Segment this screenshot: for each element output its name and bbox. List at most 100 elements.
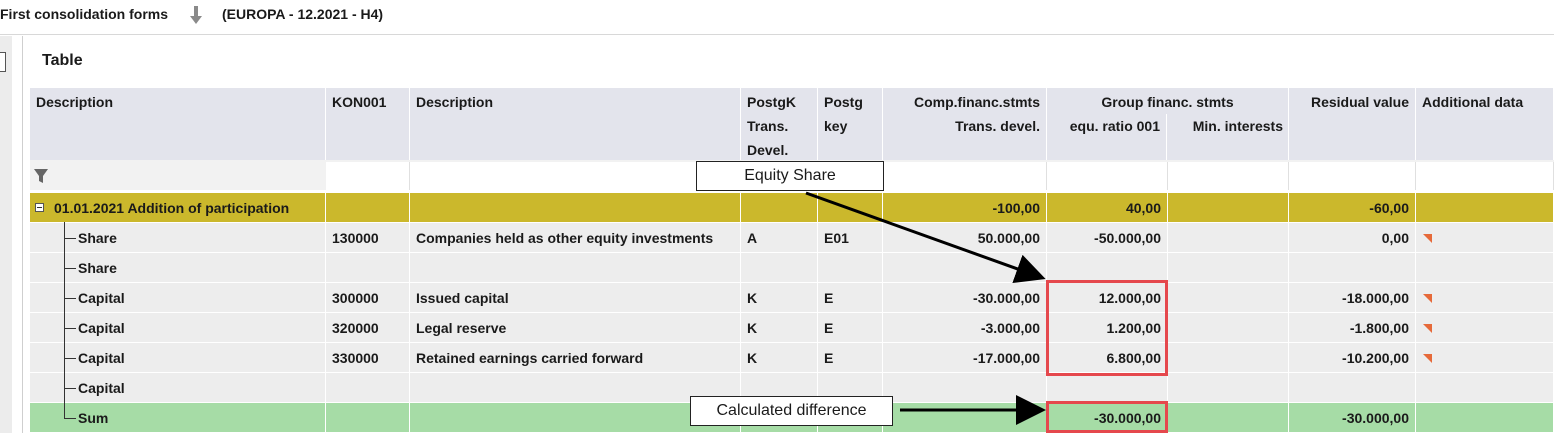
cell-min-interests xyxy=(1168,403,1289,433)
header-label: Residual value xyxy=(1310,94,1409,110)
cell-kon001 xyxy=(326,193,410,223)
cell-kon001 xyxy=(326,373,410,403)
cell-residual: -1.800,00 xyxy=(1289,313,1416,343)
cell-comp: -17.000,00 xyxy=(883,343,1047,373)
panel-toggle-button[interactable] xyxy=(0,52,6,72)
table-row[interactable]: Capital 300000 Issued capital K E -30.00… xyxy=(30,283,1554,313)
cell-additional[interactable] xyxy=(1416,283,1554,313)
flag-icon[interactable] xyxy=(1423,324,1432,333)
filter-cell[interactable] xyxy=(1168,162,1289,190)
flag-icon[interactable] xyxy=(1423,234,1432,243)
header-label: key xyxy=(824,118,848,134)
column-header-additional-data[interactable]: Additional data xyxy=(1416,88,1554,160)
column-header-postg-key[interactable]: Postg key xyxy=(818,88,883,160)
cell-residual xyxy=(1289,253,1416,283)
cell-description: 01.01.2021 Addition of participation xyxy=(30,193,326,223)
filter-cell[interactable] xyxy=(1289,162,1416,190)
cell-description-2 xyxy=(410,373,741,403)
cell-comp: -30.000,00 xyxy=(883,283,1047,313)
filter-icon[interactable] xyxy=(33,168,49,184)
cell-description: Sum xyxy=(30,403,326,433)
cell-additional xyxy=(1416,373,1554,403)
cell-kon001 xyxy=(326,253,410,283)
cell-kon001: 320000 xyxy=(326,313,410,343)
cell-description-2 xyxy=(410,193,741,223)
filter-cell[interactable] xyxy=(1047,162,1168,190)
table-row[interactable]: Share xyxy=(30,253,1554,283)
cell-additional[interactable] xyxy=(1416,223,1554,253)
cell-postgk: K xyxy=(741,313,818,343)
column-header-description-2[interactable]: Description xyxy=(410,88,741,160)
tree-connector xyxy=(64,298,76,299)
cell-postg-key: E xyxy=(818,313,883,343)
table-row-group[interactable]: 01.01.2021 Addition of participation -10… xyxy=(30,193,1554,223)
column-header-residual-value[interactable]: Residual value xyxy=(1289,88,1416,160)
arrow-down-icon[interactable] xyxy=(188,4,204,26)
cell-kon001: 300000 xyxy=(326,283,410,313)
cell-min-interests xyxy=(1168,343,1289,373)
filter-cell[interactable] xyxy=(410,162,741,190)
tree-connector xyxy=(64,358,76,359)
cell-postg-key xyxy=(818,253,883,283)
cell-comp: -100,00 xyxy=(883,193,1047,223)
tree-connector xyxy=(64,418,76,419)
filter-cell[interactable] xyxy=(883,162,1047,190)
title-bar xyxy=(0,0,1554,32)
cell-equ-ratio: -50.000,00 xyxy=(1047,223,1168,253)
cell-postg-key: E01 xyxy=(818,223,883,253)
filter-cell[interactable] xyxy=(1416,162,1554,190)
cell-min-interests xyxy=(1168,313,1289,343)
header-label: Devel. xyxy=(747,142,789,158)
cell-residual: -10.200,00 xyxy=(1289,343,1416,373)
cell-min-interests xyxy=(1168,223,1289,253)
cell-residual: -18.000,00 xyxy=(1289,283,1416,313)
tree-connector xyxy=(64,268,76,269)
header-label: Additional data xyxy=(1422,94,1524,110)
flag-icon[interactable] xyxy=(1423,354,1432,363)
table-row[interactable]: Capital 330000 Retained earnings carried… xyxy=(30,343,1554,373)
panel-title: Table xyxy=(42,52,83,69)
cell-residual: -60,00 xyxy=(1289,193,1416,223)
cell-kon001 xyxy=(326,403,410,433)
cell-description: Share xyxy=(30,223,326,253)
cell-min-interests xyxy=(1168,253,1289,283)
header-group-label: Group financ. stmts xyxy=(1101,94,1234,110)
flag-icon[interactable] xyxy=(1423,294,1432,303)
cell-equ-ratio: 1.200,00 xyxy=(1047,313,1168,343)
header-label: Comp.financ.stmts xyxy=(913,94,1040,110)
table-row[interactable]: Share 130000 Companies held as other equ… xyxy=(30,223,1554,253)
tree-connector xyxy=(64,238,76,239)
cell-residual: 0,00 xyxy=(1289,223,1416,253)
left-navigation-strip xyxy=(0,36,12,433)
cell-additional xyxy=(1416,193,1554,223)
cell-additional[interactable] xyxy=(1416,343,1554,373)
cell-comp xyxy=(883,373,1047,403)
header-label-min-interests: Min. interests xyxy=(1192,118,1283,134)
cell-postgk xyxy=(741,253,818,283)
cell-min-interests xyxy=(1168,283,1289,313)
column-header-kon001[interactable]: KON001 xyxy=(326,88,410,160)
filter-cell[interactable] xyxy=(326,162,410,190)
cell-min-interests xyxy=(1168,373,1289,403)
cell-additional[interactable] xyxy=(1416,313,1554,343)
column-header-comp-financ-stmts[interactable]: Comp.financ.stmts Trans. devel. xyxy=(883,88,1047,160)
collapse-icon[interactable] xyxy=(35,203,44,212)
column-header-group-financ-stmts[interactable]: Group financ. stmts equ. ratio 001 Min. … xyxy=(1047,88,1289,160)
cell-kon001: 130000 xyxy=(326,223,410,253)
table-row[interactable]: Capital xyxy=(30,373,1554,403)
cell-equ-ratio xyxy=(1047,373,1168,403)
divider xyxy=(22,36,23,433)
table-row[interactable]: Capital 320000 Legal reserve K E -3.000,… xyxy=(30,313,1554,343)
cell-description: Capital xyxy=(30,343,326,373)
highlight-box-calculated-difference xyxy=(1046,401,1168,433)
cell-residual xyxy=(1289,373,1416,403)
column-header-description[interactable]: Description xyxy=(30,88,326,160)
header-label: Description xyxy=(36,94,114,110)
column-header-postgk-trans-devel[interactable]: PostgK Trans. Devel. xyxy=(741,88,818,160)
header-label: Description xyxy=(416,94,494,110)
cell-description-2: Legal reserve xyxy=(410,313,741,343)
cell-comp: -3.000,00 xyxy=(883,313,1047,343)
callout-equity-share: Equity Share xyxy=(696,161,884,191)
tree-connector xyxy=(64,222,65,418)
cell-min-interests xyxy=(1168,193,1289,223)
